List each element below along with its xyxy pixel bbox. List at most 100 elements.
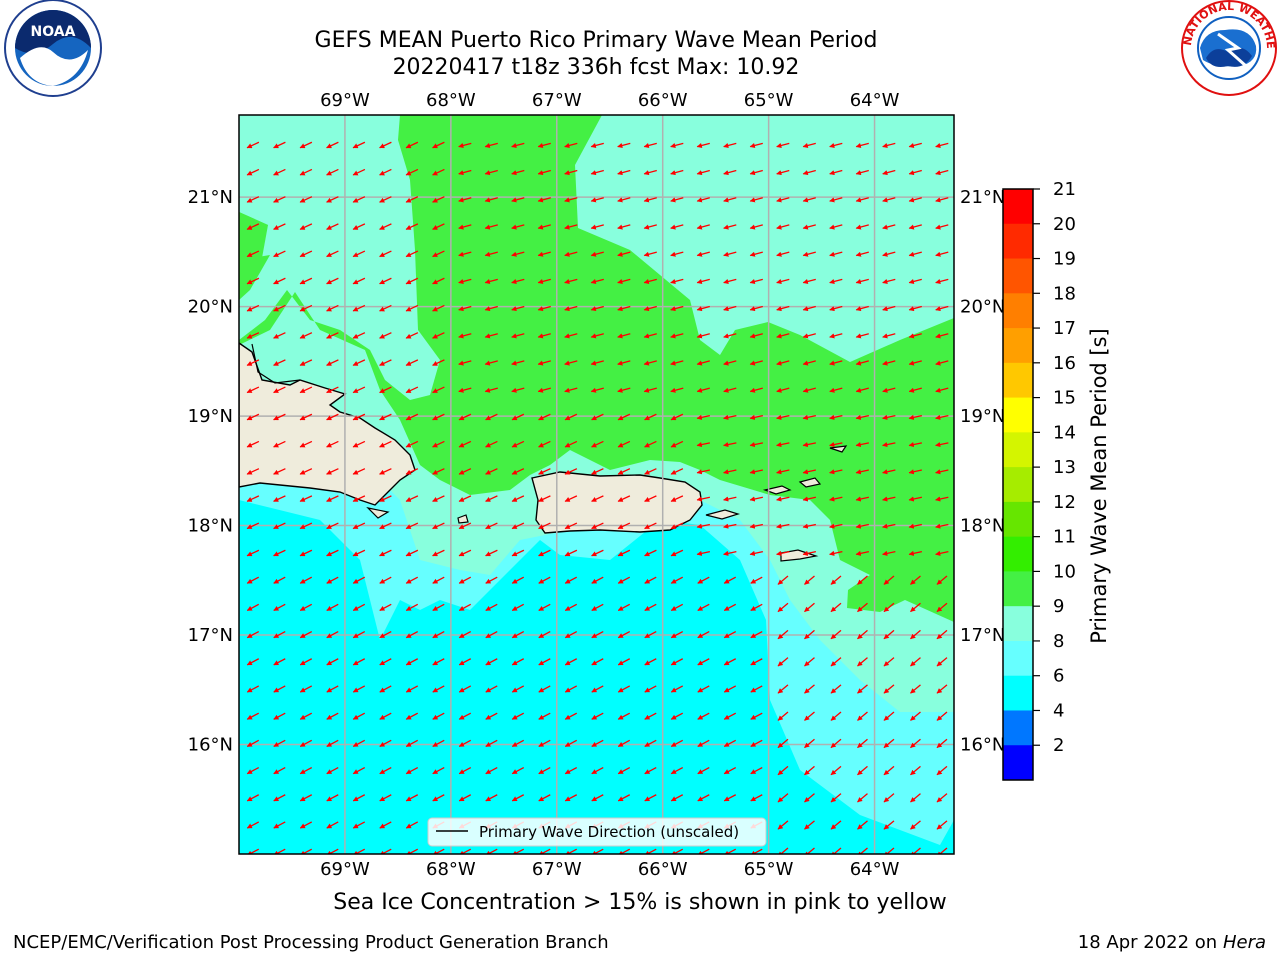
wave-arrow [855,550,869,556]
wave-arrow [326,359,339,366]
wave-arrow [379,794,392,802]
wave-arrow [591,766,604,775]
wave-arrow [246,359,260,366]
wave-arrow [326,413,339,421]
wave-arrow [830,684,842,694]
wave-arrow [749,550,763,556]
wave-arrow [857,575,868,585]
wave-arrow [564,766,578,775]
footer-date: 18 Apr 2022 on Hera [1078,932,1266,953]
wave-arrow [326,168,339,176]
wave-arrow [696,469,710,475]
wave-arrow [273,794,286,802]
wave-arrow [670,387,684,393]
wave-arrow [538,413,551,421]
wave-arrow [749,469,763,475]
wave-arrow [910,738,921,749]
colorbar-tick-label: 12 [1053,492,1076,513]
wave-arrow [830,793,842,803]
wave-arrow [696,169,710,176]
wave-arrow [670,197,684,203]
wave-arrow [326,685,339,693]
wave-arrow [511,794,525,802]
wave-arrow [804,820,815,830]
wave-arrow [776,523,790,529]
wave-arrow [379,468,392,475]
wave-arrow [564,142,578,148]
wave-arrow [643,142,657,148]
wave-arrow [644,440,657,448]
wave-arrow [246,794,260,802]
wave-arrow [246,386,260,394]
land-tortola [798,477,822,488]
wave-arrow [591,522,604,530]
wave-arrow [802,305,816,312]
wave-arrow [274,876,285,882]
wave-arrow [750,739,763,748]
wave-arrow [618,876,629,882]
wave-arrow [537,169,551,176]
wave-arrow [698,876,709,882]
wave-arrow [857,793,868,803]
wave-arrow [831,875,841,883]
wave-arrow [485,413,498,421]
wave-arrow [458,468,472,475]
wave-arrow [299,739,313,748]
wave-arrow [538,522,551,530]
wave-arrow [406,876,417,882]
wave-arrow [564,413,578,421]
wave-arrow [379,522,392,530]
wave-arrow [246,712,260,720]
colorbar-frame [1002,188,1034,781]
colorbar-segment [1003,710,1033,746]
wave-direction-arrows [246,141,949,883]
wave-arrow [485,603,498,612]
wave-arrow [326,794,339,802]
wave-arrow [564,305,578,312]
wave-arrow [564,251,578,257]
wave-arrow [246,413,260,421]
wave-arrow [697,576,710,584]
wave-arrow [485,468,498,475]
wave-arrow [697,848,710,854]
wave-arrow [590,251,604,257]
wave-arrow [273,685,286,693]
wave-arrow [936,657,948,667]
wave-arrow [511,603,525,612]
wave-arrow [882,523,896,529]
wave-arrow [564,387,578,393]
wave-arrow [458,766,472,775]
wave-arrow [696,496,710,502]
lat-label-left: 19°N [188,406,233,427]
wave-arrow [564,739,578,748]
wave-arrow [484,278,498,284]
wave-arrow [804,738,815,749]
wave-arrow [935,469,949,475]
wave-arrow [458,305,472,312]
lat-label-right: 19°N [960,406,1005,427]
wave-arrow [379,630,392,639]
colorbar-segment [1003,606,1033,642]
wave-arrow [379,277,392,285]
wave-arrow [802,469,816,475]
wave-arrow [882,550,896,556]
colorbar-tick-label: 19 [1053,249,1076,270]
colorbar-segment [1003,328,1033,364]
wave-arrow [855,442,869,448]
wave-arrow [538,766,551,775]
wave-arrow [273,766,286,775]
wave-arrow [857,684,868,694]
wave-arrow [405,658,419,666]
wave-arrow [882,469,896,475]
wave-arrow [511,197,525,203]
wave-arrow [299,468,313,475]
wave-arrow [749,496,763,502]
wave-arrow [458,333,472,339]
wave-arrow [405,277,419,285]
wave-arrow [617,630,631,639]
wave-arrow [352,712,366,720]
wave-arrow [936,575,948,585]
wave-arrow [326,821,339,829]
wave-arrow [511,142,525,148]
